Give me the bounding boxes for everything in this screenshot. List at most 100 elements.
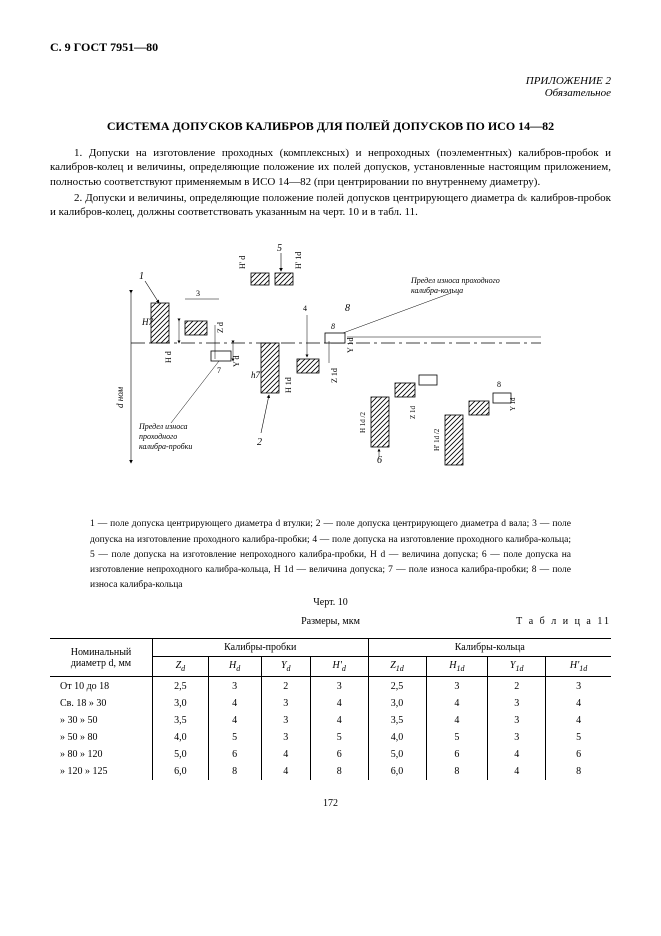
table-cell: 4 <box>310 695 368 712</box>
table-cell: 2 <box>488 677 546 696</box>
svg-text:H' 1d: H' 1d <box>294 252 303 269</box>
table-cell: 4 <box>310 712 368 729</box>
svg-text:7: 7 <box>217 366 221 375</box>
table-cell: 4,0 <box>153 729 209 746</box>
table-cell: 4 <box>546 695 611 712</box>
tolerance-diagram: d ном H7 1 3 H d 5 H' d H' 1d 7 Z d Y d … <box>50 233 611 503</box>
col-z1d: Z1d <box>368 657 426 677</box>
table-row: » 30 » 503,54343,5434 <box>50 712 611 729</box>
table-cell: 5,0 <box>153 746 209 763</box>
table-cell: 6,0 <box>153 763 209 780</box>
svg-text:H 1d /2: H 1d /2 <box>359 412 367 434</box>
table-cell: 8 <box>546 763 611 780</box>
col-group-plugs: Калибры-пробки <box>153 639 369 657</box>
table-row: » 80 » 1205,06465,0646 <box>50 746 611 763</box>
svg-text:Z d: Z d <box>216 323 225 334</box>
col-yd: Yd <box>261 657 310 677</box>
col-hpd: H'd <box>310 657 368 677</box>
col-h1d: H1d <box>426 657 488 677</box>
table-cell: 4,0 <box>368 729 426 746</box>
section-title: СИСТЕМА ДОПУСКОВ КАЛИБРОВ ДЛЯ ПОЛЕЙ ДОПУ… <box>50 119 611 134</box>
table-cell: 6 <box>310 746 368 763</box>
paragraph-1: 1. Допуски на изготовление проходных (ко… <box>50 146 611 189</box>
table-cell: 3 <box>426 677 488 696</box>
table-cell: » 80 » 120 <box>50 746 153 763</box>
table-cell: 6 <box>426 746 488 763</box>
page-number: 172 <box>50 798 611 809</box>
svg-text:H' 1d /2: H' 1d /2 <box>433 429 441 452</box>
svg-text:Y 1d: Y 1d <box>346 338 355 353</box>
svg-text:8: 8 <box>345 303 350 314</box>
svg-text:Предел износа: Предел износа <box>138 422 188 431</box>
table-cell: Св. 18 » 30 <box>50 695 153 712</box>
table-cell: 8 <box>208 763 261 780</box>
table-cell: 5 <box>546 729 611 746</box>
col-hd: Hd <box>208 657 261 677</box>
table-cell: 4 <box>261 746 310 763</box>
svg-text:Y 1d: Y 1d <box>509 397 517 411</box>
col-y1d: Y1d <box>488 657 546 677</box>
table-cell: 3 <box>546 677 611 696</box>
page-header: С. 9 ГОСТ 7951—80 <box>50 40 611 55</box>
svg-text:проходного: проходного <box>139 432 177 441</box>
table-cell: 3,5 <box>368 712 426 729</box>
table-row: » 120 » 1256,08486,0848 <box>50 763 611 780</box>
svg-text:h7: h7 <box>251 370 261 380</box>
table-cell: 5 <box>426 729 488 746</box>
figure-label: Черт. 10 <box>50 597 611 608</box>
svg-text:H7: H7 <box>141 317 153 327</box>
table-cell: 5 <box>208 729 261 746</box>
table-cell: 3 <box>208 677 261 696</box>
table-cell: 3,0 <box>153 695 209 712</box>
svg-text:H 1d: H 1d <box>284 378 293 394</box>
table-cell: 4 <box>488 746 546 763</box>
svg-text:H' d: H' d <box>238 256 247 269</box>
table-cell: 8 <box>426 763 488 780</box>
table-cell: 3 <box>261 695 310 712</box>
table-cell: 2 <box>261 677 310 696</box>
svg-text:H d: H d <box>164 352 173 364</box>
col-hp1d: H'1d <box>546 657 611 677</box>
svg-text:8: 8 <box>331 322 335 331</box>
table-cell: 3 <box>310 677 368 696</box>
table-cell: 8 <box>310 763 368 780</box>
table-cell: 2,5 <box>153 677 209 696</box>
table-cell: » 30 » 50 <box>50 712 153 729</box>
table-cell: 4 <box>488 763 546 780</box>
table-cell: 3 <box>261 729 310 746</box>
table-cell: 4 <box>426 712 488 729</box>
svg-text:Предел износа проходного: Предел износа проходного <box>410 276 500 285</box>
table-cell: 3 <box>488 695 546 712</box>
svg-text:1: 1 <box>139 271 144 282</box>
svg-text:калибра-пробки: калибра-пробки <box>139 442 192 451</box>
table-row: » 50 » 804,05354,0535 <box>50 729 611 746</box>
table-cell: 4 <box>208 712 261 729</box>
table-cell: 6,0 <box>368 763 426 780</box>
table-cell: 5 <box>310 729 368 746</box>
svg-text:4: 4 <box>303 304 307 313</box>
svg-text:Z 1d: Z 1d <box>409 406 417 420</box>
table-cell: 4 <box>208 695 261 712</box>
table-row: От 10 до 182,53232,5323 <box>50 677 611 696</box>
appendix-mand: Обязательное <box>545 87 611 99</box>
svg-text:калибра-кольца: калибра-кольца <box>411 286 463 295</box>
diagram-caption: 1 — поле допуска центрирующего диаметра … <box>90 517 571 593</box>
svg-text:2: 2 <box>257 437 262 448</box>
table-cell: 6 <box>208 746 261 763</box>
svg-text:5: 5 <box>277 243 282 254</box>
paragraph-2: 2. Допуски и величины, определяющие поло… <box>50 191 611 220</box>
svg-text:Z 1d: Z 1d <box>330 369 339 384</box>
svg-text:8: 8 <box>497 380 501 389</box>
table-cell: 2,5 <box>368 677 426 696</box>
svg-text:3: 3 <box>196 289 200 298</box>
table-cell: 3 <box>261 712 310 729</box>
table-cell: От 10 до 18 <box>50 677 153 696</box>
table-label: Т а б л и ц а 11 <box>516 616 611 627</box>
col-group-rings: Калибры-кольца <box>368 639 611 657</box>
table-cell: 5,0 <box>368 746 426 763</box>
table-cell: » 50 » 80 <box>50 729 153 746</box>
table-cell: 3,0 <box>368 695 426 712</box>
table-cell: 6 <box>546 746 611 763</box>
col-zd: Zd <box>153 657 209 677</box>
svg-text:6: 6 <box>377 455 382 466</box>
